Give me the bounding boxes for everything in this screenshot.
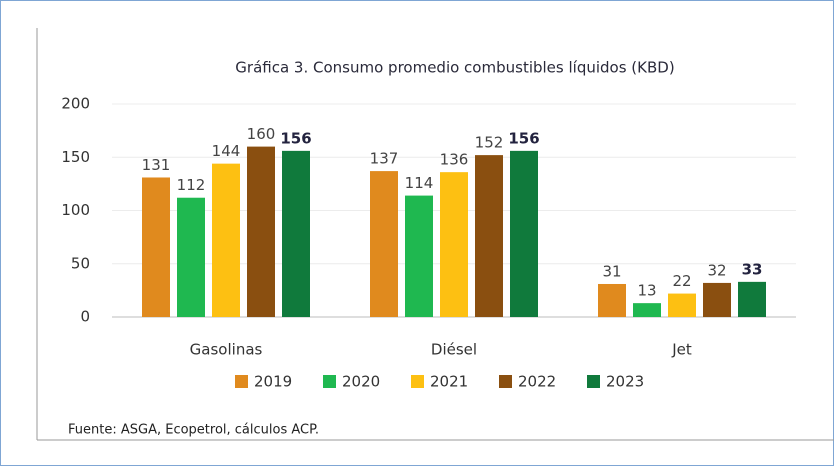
y-tick-label: 200 xyxy=(61,95,90,113)
bar xyxy=(440,172,468,317)
legend-label: 2019 xyxy=(254,373,292,391)
value-label: 112 xyxy=(177,176,206,194)
legend-label: 2023 xyxy=(606,373,644,391)
legend-label: 2021 xyxy=(430,373,468,391)
bar xyxy=(370,171,398,317)
bar xyxy=(633,303,661,317)
y-tick-label: 50 xyxy=(71,254,90,272)
x-tick-label: Diésel xyxy=(431,341,477,359)
value-label: 33 xyxy=(742,260,763,278)
value-label: 31 xyxy=(602,262,621,280)
chart-title: Gráfica 3. Consumo promedio combustibles… xyxy=(235,59,674,77)
value-label: 131 xyxy=(142,156,171,174)
x-tick-label: Jet xyxy=(671,341,692,359)
value-label: 152 xyxy=(475,134,504,152)
legend-label: 2020 xyxy=(342,373,380,391)
value-label: 32 xyxy=(707,261,726,279)
legend-swatch xyxy=(411,375,424,388)
value-label: 13 xyxy=(637,282,656,300)
legend-label: 2022 xyxy=(518,373,556,391)
y-tick-label: 100 xyxy=(61,201,90,219)
bar xyxy=(668,293,696,317)
bar xyxy=(142,177,170,317)
y-tick-label: 0 xyxy=(80,308,90,326)
bar xyxy=(282,150,310,317)
bar xyxy=(405,195,433,317)
value-label: 114 xyxy=(405,174,434,192)
bar xyxy=(177,197,205,317)
value-label: 144 xyxy=(212,142,241,160)
bar xyxy=(510,150,538,317)
bar xyxy=(703,282,731,317)
value-label: 160 xyxy=(247,125,276,143)
bar xyxy=(598,283,626,317)
value-label: 136 xyxy=(440,151,469,169)
legend-swatch xyxy=(323,375,336,388)
value-label: 22 xyxy=(672,272,691,290)
legend-swatch xyxy=(499,375,512,388)
bar xyxy=(247,146,275,317)
bar xyxy=(212,163,240,317)
bar xyxy=(475,155,503,317)
legend-swatch xyxy=(587,375,600,388)
value-label: 156 xyxy=(508,129,539,147)
value-label: 137 xyxy=(370,150,399,168)
source: Fuente: ASGA, Ecopetrol, cálculos ACP. xyxy=(68,423,319,438)
x-tick-label: Gasolinas xyxy=(190,341,263,359)
y-tick-label: 150 xyxy=(61,148,90,166)
bar xyxy=(738,281,766,317)
legend-swatch xyxy=(235,375,248,388)
value-label: 156 xyxy=(280,129,311,147)
